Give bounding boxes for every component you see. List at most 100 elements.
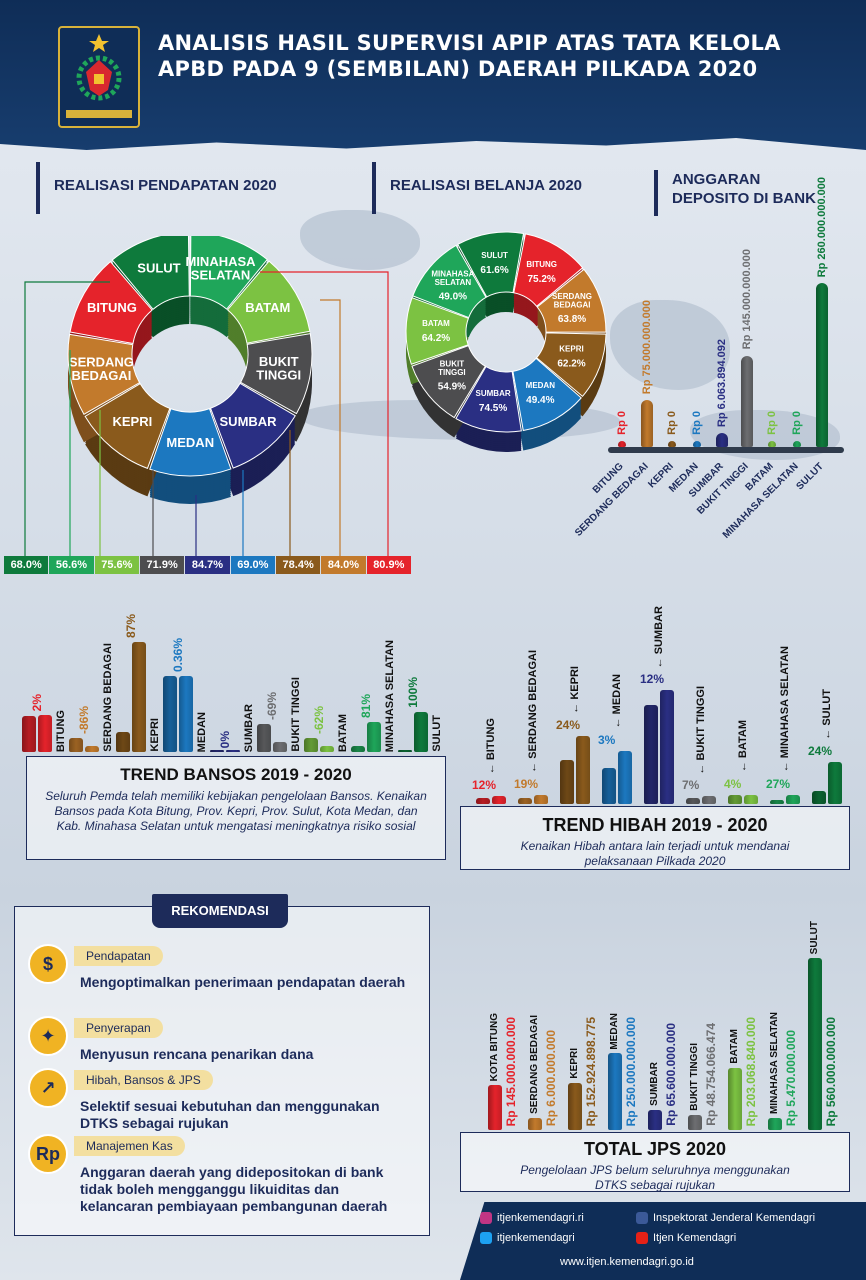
- hibah-region-label: ← SUMBAR: [653, 605, 665, 668]
- bansos-bar-2019: [116, 732, 130, 752]
- hibah-bar-2020: [828, 762, 842, 804]
- bansos-percent-label: 87%: [124, 613, 138, 638]
- belanja-segment-value: 74.5%: [479, 403, 507, 414]
- map-island: [610, 300, 730, 390]
- hibah-bar-2020: [534, 794, 548, 804]
- bansos-percent-label: -62%: [312, 705, 326, 734]
- deposito-heading: ANGGARAN DEPOSITO DI BANK: [654, 170, 816, 216]
- hibah-chart: 12% ← BITUNG 19% ← SERDANG BEDAGAI 24% ← KEPR…: [468, 596, 866, 806]
- twitter-icon: [480, 1232, 492, 1244]
- bansos-bar-2019: [210, 750, 224, 752]
- bansos-region-label: MEDAN: [196, 711, 208, 752]
- hibah-bar-2019: [476, 798, 490, 804]
- rekomendasi-title: REKOMENDASI: [152, 894, 288, 928]
- hibah-bar-2019: [686, 798, 700, 804]
- jps-title: TOTAL JPS 2020: [583, 1139, 727, 1159]
- jps-value-label: Rp 145.000.000.000: [504, 1016, 518, 1126]
- money-bag-icon: $: [28, 944, 68, 984]
- instagram-handle: itjenkemendagri.ri: [497, 1212, 584, 1224]
- bansos-bar-2019: [257, 724, 271, 752]
- belanja-segment-value: 63.8%: [558, 314, 586, 325]
- belanja-segment-label: SUMBAR: [476, 389, 511, 398]
- deposito-chart: Rp 0 BITUNG Rp 75.000.000.000 SERDANG BEDAG…: [573, 177, 866, 562]
- youtube-link[interactable]: Itjen Kemendagri: [636, 1232, 736, 1244]
- deposito-bar: [668, 441, 676, 447]
- pendapatan-percentage-cell: 80.9%: [366, 556, 411, 574]
- website-link[interactable]: www.itjen.kemendagri.go.id: [560, 1256, 694, 1268]
- jps-value-label: Rp 203.068.840.000: [744, 1016, 758, 1126]
- bansos-bar-2020: [367, 722, 381, 752]
- footer: itjenkemendagri.ri Inspektorat Jenderal …: [460, 1202, 866, 1280]
- bansos-percent-label: 0.36%: [171, 637, 185, 672]
- jps-region-label: SUMBAR: [649, 1061, 660, 1106]
- hibah-bar-2019: [602, 767, 616, 804]
- belanja-segment: [512, 357, 582, 432]
- pendapatan-segment-label: BATAM: [245, 300, 290, 315]
- belanja-segment-label: MINAHASA SELATAN: [431, 269, 474, 287]
- jps-region-label: SERDANG BEDAGAI: [529, 1015, 540, 1114]
- deposito-bar: [768, 441, 776, 447]
- pendapatan-percentage-cell: 69.0%: [230, 556, 275, 574]
- belanja-segment-value: 62.2%: [557, 359, 585, 370]
- belanja-segment-value: 61.6%: [480, 265, 508, 276]
- jps-bar: [688, 1115, 702, 1130]
- pendapatan-segment: [67, 333, 141, 415]
- belanja-segment-label: MEDAN: [526, 381, 556, 390]
- bansos-percent-label: -86%: [77, 705, 91, 734]
- hibah-percent-label: 12%: [472, 778, 497, 793]
- pendapatan-segment: [189, 236, 268, 310]
- belanja-segment-label: SULUT: [481, 251, 508, 260]
- facebook-link[interactable]: Inspektorat Jenderal Kemendagri: [636, 1212, 815, 1224]
- bansos-bar-2019: [163, 676, 177, 752]
- rekomendasi-item-text: Mengoptimalkan penerimaan pendapatan dae…: [80, 974, 406, 990]
- title-line-1: ANALISIS HASIL SUPERVISI APIP ATAS TATA …: [158, 31, 781, 55]
- jps-bar: [608, 1053, 622, 1130]
- bansos-percent-label: 0%: [218, 730, 232, 748]
- pendapatan-segment-label: BITUNG: [87, 301, 137, 316]
- belanja-segment-label: KEPRI: [559, 345, 583, 354]
- belanja-segment: [535, 332, 607, 398]
- pendapatan-connector-lines: [24, 271, 389, 556]
- pendapatan-percentage-cell: 71.9%: [139, 556, 185, 574]
- belanja-segment-value: 75.2%: [527, 274, 555, 285]
- rp-wallet-icon: Rp: [28, 1134, 68, 1174]
- twitter-link[interactable]: itjenkemendagri: [480, 1232, 575, 1244]
- jps-bar: [768, 1118, 782, 1130]
- bansos-percent-label: 2%: [30, 693, 44, 711]
- pendapatan-segment: [209, 382, 296, 469]
- hibah-region-label: ← SULUT: [821, 689, 833, 741]
- pendapatan-segment: [149, 408, 232, 477]
- jps-bar: [728, 1067, 742, 1130]
- rekomendasi-item-text: Selektif sesuai kebutuhan dan menggunaka…: [80, 1098, 380, 1131]
- growth-chart-icon: ↗: [28, 1068, 68, 1108]
- emblem-badge: [58, 26, 140, 128]
- hibah-bar-2020: [744, 794, 758, 804]
- deposito-value-label: Rp 75.000.000.000: [641, 299, 653, 394]
- bansos-bar-2020: [273, 742, 287, 752]
- belanja-segment-value: 64.2%: [422, 333, 450, 344]
- deposito-heading-line-1: ANGGARAN: [672, 171, 761, 188]
- pendapatan-segment-label: MINAHASA SELATAN: [185, 254, 256, 283]
- deposito-region-label: SULUT: [794, 461, 826, 493]
- deposito-value-label: Rp 0: [616, 411, 628, 435]
- hibah-percent-label: 27%: [766, 776, 791, 791]
- hibah-percent-label: 3%: [598, 732, 616, 747]
- instagram-link[interactable]: itjenkemendagri.ri: [480, 1212, 584, 1224]
- deposito-bar: [816, 283, 828, 447]
- page-title: ANALISIS HASIL SUPERVISI APIP ATAS TATA …: [158, 30, 848, 82]
- jps-value-label: Rp 48.754.066.474: [704, 1023, 718, 1126]
- hibah-percent-label: 12%: [640, 672, 665, 686]
- bansos-bar-2020: [85, 746, 99, 752]
- garuda-emblem-icon: [66, 34, 132, 118]
- hibah-percent-label: 24%: [556, 717, 581, 732]
- deposito-bar: [618, 441, 626, 447]
- hibah-region-label: ← SERDANG BEDAGAI: [527, 649, 539, 773]
- jps-bar: [568, 1083, 582, 1130]
- bansos-region-label: BATAM: [337, 713, 349, 752]
- hibah-percent-label: 4%: [724, 776, 742, 791]
- jps-value-label: Rp 250.000.000.000: [624, 1016, 638, 1126]
- hibah-bar-2019: [728, 794, 742, 804]
- bansos-bar-2020: [179, 676, 193, 752]
- bansos-bar-2020: [320, 746, 334, 752]
- deposito-value-label: Rp 0: [666, 411, 678, 435]
